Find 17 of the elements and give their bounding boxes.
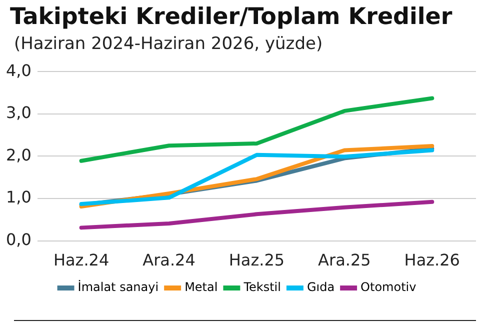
y-tick-label: 0,0 [6, 230, 32, 249]
x-tick-label: Haz.24 [53, 250, 110, 270]
legend-label: Gıda [306, 280, 335, 294]
x-tick-label: Ara.25 [318, 250, 371, 270]
y-tick-label: 1,0 [6, 188, 32, 207]
x-tick-label: Haz.25 [228, 250, 285, 270]
y-tick-label: 4,0 [6, 60, 32, 80]
legend-label: Tekstil [242, 280, 281, 294]
x-tick-label: Haz.26 [404, 250, 460, 270]
chart-title: Takipteki Krediler/Toplam Krediler [9, 3, 454, 30]
legend-label: Metal [184, 280, 218, 294]
legend-label: Otomotiv [360, 280, 416, 294]
chart-subtitle: (Haziran 2024-Haziran 2026, yüzde) [13, 34, 324, 54]
legend-label: İmalat sanayi [78, 280, 159, 294]
x-tick-label: Ara.24 [142, 250, 196, 270]
y-tick-label: 3,0 [6, 103, 32, 122]
y-tick-label: 2,0 [6, 145, 32, 164]
